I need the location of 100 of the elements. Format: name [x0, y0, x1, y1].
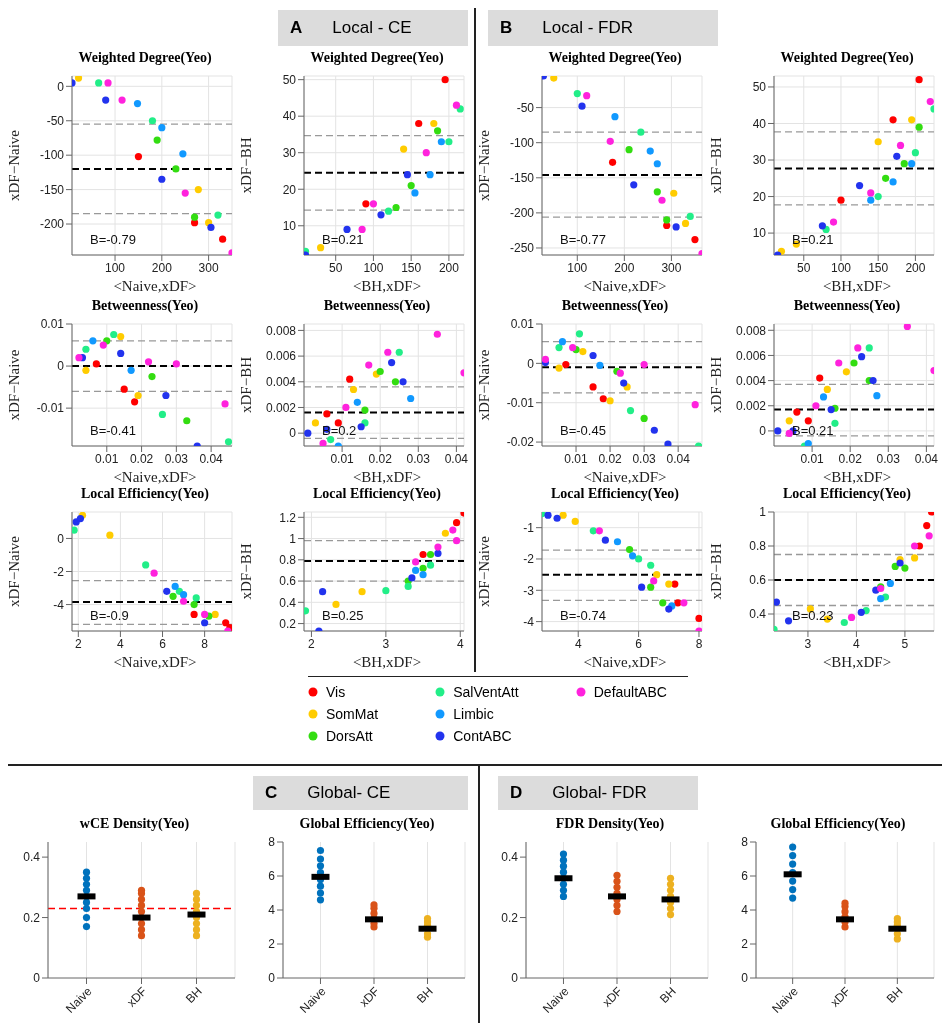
- y-tick-label: 0.2: [501, 910, 519, 925]
- y-tick-label: 0.002: [735, 399, 767, 414]
- x-tick-label: 200: [905, 260, 926, 275]
- chart-title: Local Efficiency(Yeo): [782, 486, 912, 503]
- y-tick-label: -50: [516, 100, 535, 115]
- y-tick-label: 0: [57, 79, 65, 94]
- y-axis-title: xDF−BH: [238, 137, 255, 194]
- y-tick-label: -150: [39, 182, 65, 197]
- text: A: [290, 18, 303, 38]
- x-tick-label: 150: [401, 260, 422, 275]
- x-tick-label: 0.04: [444, 451, 469, 466]
- x-axis-title: <BH,xDF>: [351, 468, 423, 486]
- x-tick-label: 8: [201, 636, 209, 651]
- x-axis-title: <BH,xDF>: [351, 653, 423, 671]
- y-tick-label: 0.006: [265, 349, 297, 364]
- x-tick-label: 0.03: [164, 451, 189, 466]
- x-tick-label: 3: [804, 636, 812, 651]
- annotation: B=-0.77: [560, 232, 606, 247]
- y-tick-label: -3: [523, 583, 535, 598]
- chart-title: Local Efficiency(Yeo): [550, 486, 680, 503]
- x-tick-label: BH: [413, 984, 436, 1006]
- y-tick-label: 1: [289, 531, 297, 546]
- annotation: B=0.21: [322, 232, 364, 247]
- annotation: B=-0.79: [90, 232, 136, 247]
- chart-title: Weighted Degree(Yeo): [547, 50, 683, 67]
- annotation: B=-0.9: [90, 608, 129, 623]
- x-axis-title: <BH,xDF>: [351, 277, 423, 295]
- y-axis-title: xDF−BH: [708, 137, 725, 194]
- chart-title: wCE Density(Yeo): [78, 816, 191, 833]
- x-axis-title: <Naive,xDF>: [112, 468, 198, 486]
- y-tick-label: 0: [511, 971, 519, 986]
- y-tick-label: 0: [527, 356, 535, 371]
- y-tick-label: 0: [759, 424, 767, 439]
- y-tick-label: 6: [741, 869, 749, 884]
- legend-label: ContABC: [453, 728, 512, 744]
- y-axis-title: xDF−Naive: [476, 349, 493, 421]
- y-tick-label: 0.008: [735, 323, 767, 338]
- y-tick-label: 0.6: [749, 573, 767, 588]
- x-tick-label: 0.01: [564, 451, 589, 466]
- x-tick-label: BH: [656, 984, 679, 1006]
- legend-label: SalVentAtt: [453, 684, 519, 700]
- y-axis-title: xDF−BH: [238, 543, 255, 600]
- chart-title: Betweenness(Yeo): [560, 298, 670, 315]
- y-tick-label: 0.8: [749, 539, 767, 554]
- y-tick-label: 4: [741, 903, 749, 918]
- x-tick-label: 100: [567, 260, 588, 275]
- x-tick-label: 50: [329, 260, 343, 275]
- annotation: B=0.2: [322, 423, 357, 438]
- x-tick-label: 0.01: [95, 451, 119, 466]
- y-tick-label: -4: [53, 597, 65, 612]
- x-axis-title: <Naive,xDF>: [582, 277, 668, 295]
- x-tick-label: 150: [868, 260, 889, 275]
- annotation: B=0.21: [792, 232, 834, 247]
- x-tick-label: 0.03: [876, 451, 901, 466]
- y-tick-label: 0: [33, 971, 41, 986]
- y-tick-label: 0: [57, 531, 65, 546]
- x-axis-title: <Naive,xDF>: [582, 653, 668, 671]
- x-tick-label: 2: [308, 636, 316, 651]
- chart-title: Betweenness(Yeo): [792, 298, 902, 315]
- annotation: B=-0.41: [90, 423, 136, 438]
- x-tick-label: 0.03: [632, 451, 657, 466]
- y-axis-title: xDF−Naive: [6, 349, 23, 421]
- chart-title: Local Efficiency(Yeo): [312, 486, 442, 503]
- y-tick-label: 0: [741, 971, 749, 986]
- y-tick-label: 8: [741, 835, 749, 850]
- y-tick-label: 20: [282, 182, 297, 197]
- x-tick-label: 100: [105, 260, 126, 275]
- x-tick-label: 0.02: [598, 451, 623, 466]
- y-tick-label: 0.008: [265, 323, 297, 338]
- text: C: [265, 783, 278, 803]
- chart-title: FDR Density(Yeo): [554, 816, 666, 833]
- x-tick-label: 4: [853, 636, 861, 651]
- x-tick-label: 4: [117, 636, 125, 651]
- x-tick-label: BH: [182, 984, 205, 1006]
- legend-label: DefaultABC: [593, 684, 667, 700]
- y-tick-label: 0.006: [735, 348, 767, 363]
- chart-title: Global Efficiency(Yeo): [769, 816, 907, 833]
- y-tick-label: 0.004: [735, 373, 767, 388]
- x-axis-title: <Naive,xDF>: [112, 277, 198, 295]
- x-tick-label: 0.04: [199, 451, 224, 466]
- y-tick-label: 0.01: [40, 317, 65, 332]
- x-tick-label: 100: [363, 260, 384, 275]
- y-tick-label: 20: [752, 189, 767, 204]
- y-tick-label: 0: [289, 426, 297, 441]
- x-tick-label: 0.02: [129, 451, 154, 466]
- x-tick-label: 0.04: [666, 451, 691, 466]
- x-axis-title: <BH,xDF>: [821, 468, 893, 486]
- x-tick-label: 3: [382, 636, 390, 651]
- x-tick-label: 200: [151, 260, 173, 275]
- y-tick-label: 0.6: [279, 574, 297, 589]
- y-tick-label: 0.4: [279, 595, 297, 610]
- y-tick-label: 0.2: [23, 910, 41, 925]
- y-axis-title: xDF−BH: [708, 543, 725, 600]
- y-tick-label: 50: [752, 80, 767, 95]
- chart-title: Betweenness(Yeo): [90, 298, 200, 315]
- annotation: B=0.23: [792, 608, 834, 623]
- legend-label: Limbic: [453, 706, 494, 722]
- x-tick-label: 6: [635, 636, 643, 651]
- text: D: [510, 783, 523, 803]
- y-tick-label: 0.004: [265, 375, 297, 390]
